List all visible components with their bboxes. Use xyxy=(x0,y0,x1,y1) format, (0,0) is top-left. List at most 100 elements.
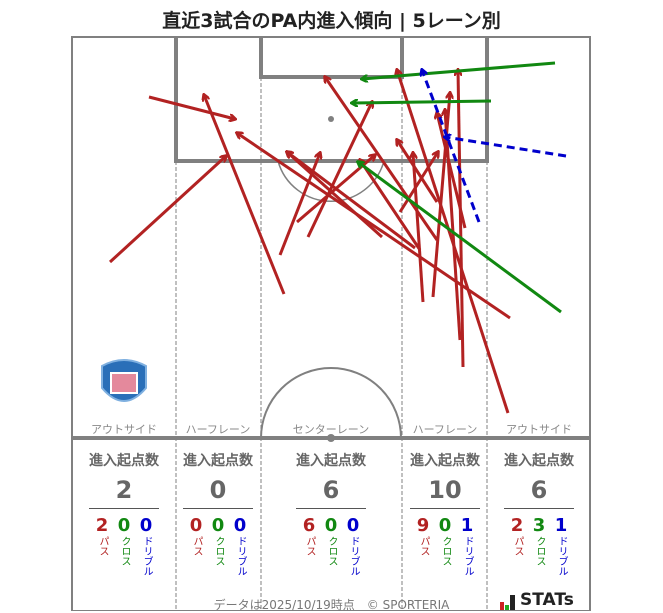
pass-arrow xyxy=(445,110,462,341)
brand-name: STATs xyxy=(520,590,574,610)
pass-label: パス xyxy=(512,536,523,556)
lane-total: 6 xyxy=(296,476,366,509)
lane-label-outside-left: アウトサイド xyxy=(91,423,157,436)
dribble-label: ドリブル xyxy=(235,536,246,576)
pass-value: 6 xyxy=(302,515,316,536)
dribble-value: 1 xyxy=(554,515,568,536)
pass-arrow xyxy=(278,153,320,256)
pass-value: 2 xyxy=(510,515,524,536)
pass-arrow xyxy=(398,152,438,213)
pass-arrow xyxy=(287,152,384,239)
pass-arrow xyxy=(360,160,422,251)
lane-stats: 進入起点数 6 6 パス 0 クロス 0 ドリブル xyxy=(281,450,381,576)
pass-count: 2 パス xyxy=(510,515,524,576)
lane-stats: 進入起点数 2 2 パス 0 クロス 0 ドリブル xyxy=(74,450,174,576)
dribble-label: ドリブル xyxy=(556,536,567,576)
dribble-count: 0 ドリブル xyxy=(139,515,153,576)
penalty-area xyxy=(174,37,489,163)
pass-arrow xyxy=(413,153,425,303)
lane-header: 進入起点数 xyxy=(410,453,480,469)
dribble-count: 1 ドリブル xyxy=(460,515,474,576)
cross-count: 0 クロス xyxy=(117,515,131,576)
pass-count: 9 パス xyxy=(416,515,430,576)
pass-arrow xyxy=(306,102,372,238)
dribble-count: 0 ドリブル xyxy=(346,515,360,576)
goal-area xyxy=(259,37,404,79)
dribble-value: 1 xyxy=(460,515,474,536)
pass-arrow xyxy=(437,113,467,229)
pass-count: 6 パス xyxy=(302,515,316,576)
dribble-arrow xyxy=(445,137,567,158)
team-logo xyxy=(101,359,147,402)
cross-count: 0 クロス xyxy=(324,515,338,576)
dribble-label: ドリブル xyxy=(141,536,152,576)
dribble-value: 0 xyxy=(139,515,153,536)
cross-label: クロス xyxy=(326,536,337,566)
bar-chart-icon xyxy=(500,595,515,610)
cross-value: 0 xyxy=(438,515,452,536)
cross-value: 0 xyxy=(117,515,131,536)
lane-label-outside-right: アウトサイド xyxy=(506,423,572,436)
pass-arrow xyxy=(237,133,511,320)
lane-stats: 進入起点数 0 0 パス 0 クロス 0 ドリブル xyxy=(168,450,268,576)
footer-credit: データは2025/10/19時点 © SPORTERIA xyxy=(213,598,450,612)
pitch-outline xyxy=(71,36,591,611)
dribble-arrow xyxy=(422,70,481,223)
dribble-count: 1 ドリブル xyxy=(554,515,568,576)
lane-label-center: センターレーン xyxy=(292,423,370,436)
dribble-label: ドリブル xyxy=(462,536,473,576)
pass-label: パス xyxy=(304,536,315,556)
cross-arrow xyxy=(362,61,556,79)
dribble-label: ドリブル xyxy=(348,536,359,576)
pass-arrow xyxy=(108,156,226,264)
penalty-arc xyxy=(277,160,385,203)
pass-label: パス xyxy=(191,536,202,556)
pass-arrow xyxy=(458,70,465,368)
cross-count: 3 クロス xyxy=(532,515,546,576)
stats-logo: STATs xyxy=(500,590,574,610)
dribble-value: 0 xyxy=(346,515,360,536)
pass-arrow xyxy=(287,152,416,250)
lane-label-half-left: ハーフレーン xyxy=(185,423,251,436)
dribble-value: 0 xyxy=(233,515,247,536)
pass-value: 9 xyxy=(416,515,430,536)
pass-arrow xyxy=(204,95,286,295)
cross-label: クロス xyxy=(119,536,130,566)
center-circle xyxy=(260,367,402,439)
pass-arrow xyxy=(148,95,235,119)
pass-count: 0 パス xyxy=(189,515,203,576)
lane-dividers xyxy=(175,77,488,611)
lane-header: 進入起点数 xyxy=(504,453,574,469)
pass-label: パス xyxy=(97,536,108,556)
pass-arrow xyxy=(397,140,439,203)
cross-count: 0 クロス xyxy=(211,515,225,576)
cross-label: クロス xyxy=(440,536,451,566)
lane-stats: 進入起点数 6 2 パス 3 クロス 1 ドリブル xyxy=(489,450,589,576)
chart-title: 直近3試合のPA内進入傾向 | 5レーン別 xyxy=(162,10,501,32)
cross-value: 0 xyxy=(324,515,338,536)
cross-value: 3 xyxy=(532,515,546,536)
lane-label-half-right: ハーフレーン xyxy=(412,423,478,436)
dribble-count: 0 ドリブル xyxy=(233,515,247,576)
lane-header: 進入起点数 xyxy=(89,453,159,469)
lane-total: 10 xyxy=(410,476,480,509)
lane-stats: 進入起点数 10 9 パス 0 クロス 1 ドリブル xyxy=(395,450,495,576)
lane-header: 進入起点数 xyxy=(183,453,253,469)
lane-total: 2 xyxy=(89,476,159,509)
lane-header: 進入起点数 xyxy=(296,453,366,469)
cross-label: クロス xyxy=(534,536,545,566)
cross-label: クロス xyxy=(213,536,224,566)
cross-value: 0 xyxy=(211,515,225,536)
center-spot xyxy=(327,434,335,442)
cross-arrow xyxy=(352,101,492,103)
lane-total: 0 xyxy=(183,476,253,509)
penalty-spot xyxy=(328,116,334,122)
pass-count: 2 パス xyxy=(95,515,109,576)
pass-label: パス xyxy=(418,536,429,556)
cross-count: 0 クロス xyxy=(438,515,452,576)
pass-value: 0 xyxy=(189,515,203,536)
cross-arrow xyxy=(358,162,562,314)
lane-total: 6 xyxy=(504,476,574,509)
pass-value: 2 xyxy=(95,515,109,536)
